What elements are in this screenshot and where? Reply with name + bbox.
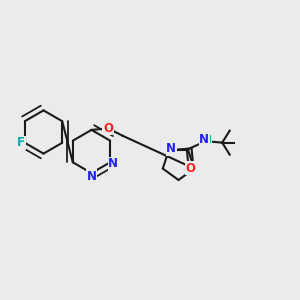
Text: H: H [203, 135, 212, 145]
Text: N: N [199, 133, 209, 146]
Text: O: O [103, 122, 113, 135]
Text: F: F [17, 136, 25, 149]
Text: N: N [108, 157, 118, 170]
Text: O: O [186, 162, 196, 175]
Text: N: N [86, 169, 97, 183]
Text: N: N [166, 142, 176, 155]
